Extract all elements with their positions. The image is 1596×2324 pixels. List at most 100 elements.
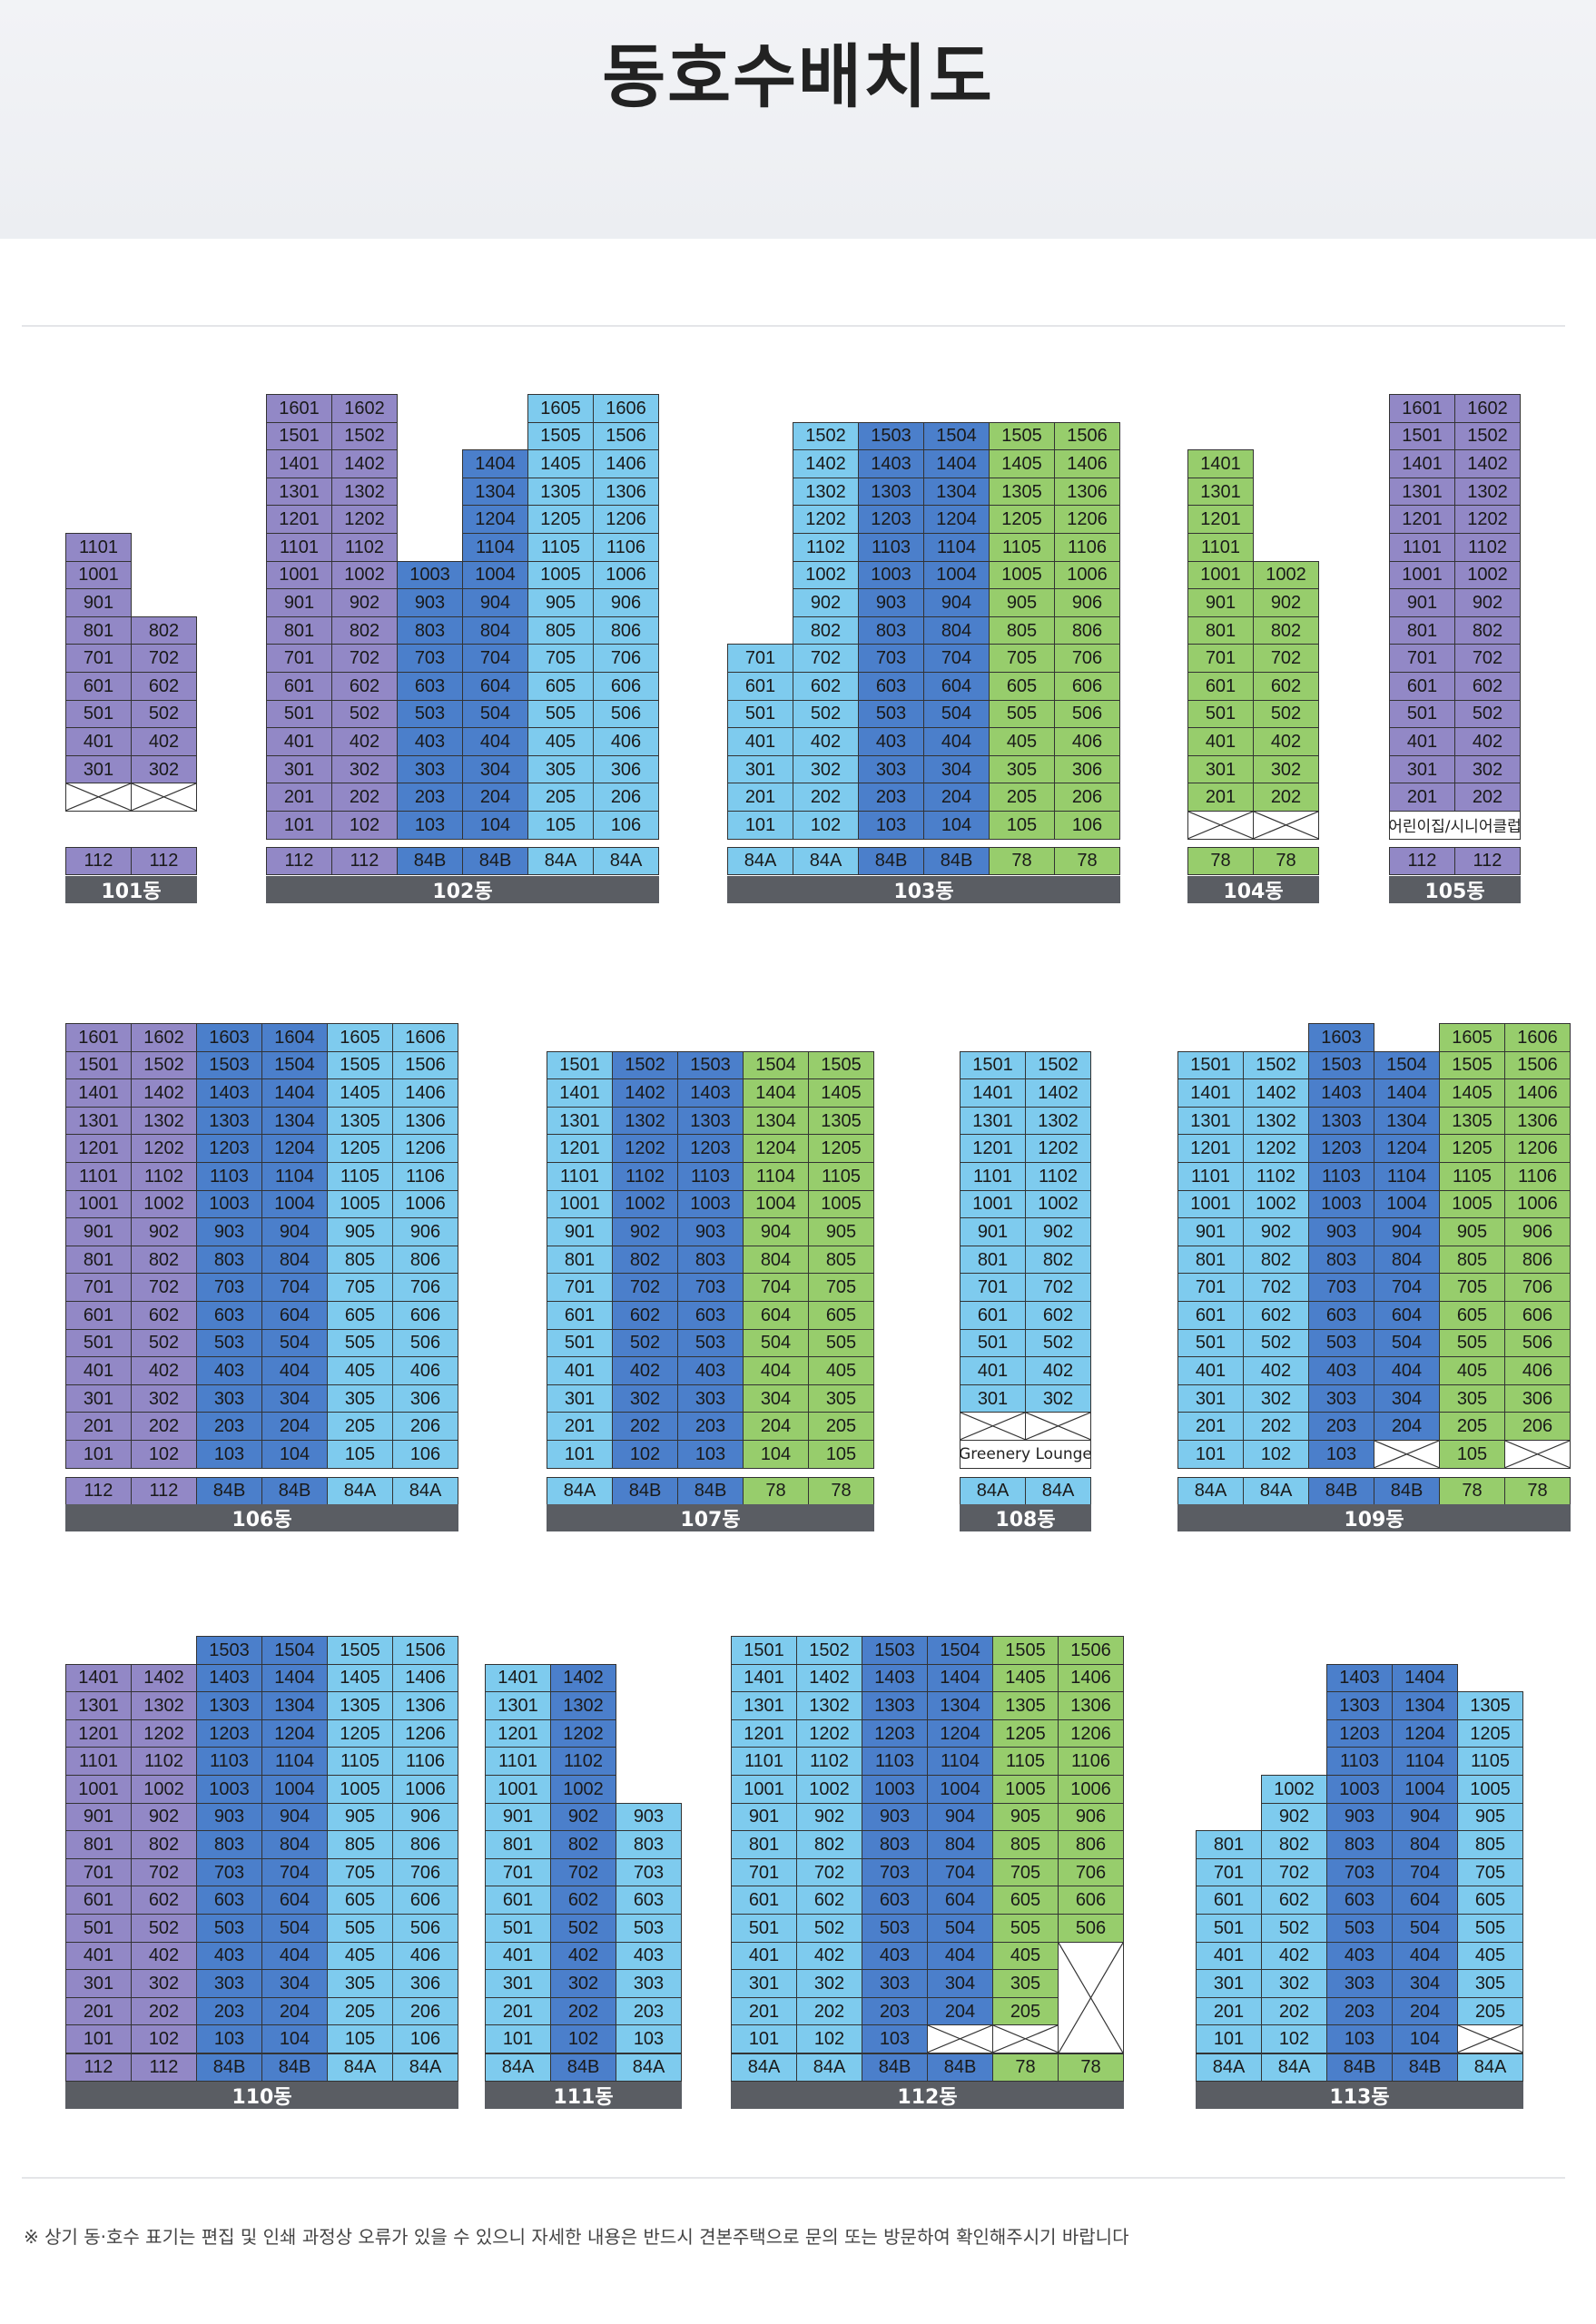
unit-cell: 501 xyxy=(1389,699,1455,729)
unit-cell: 1602 xyxy=(1454,394,1521,423)
bottom-divider xyxy=(22,2177,1565,2179)
unit-type-tag: 112 xyxy=(131,2053,197,2082)
unit-cell: 303 xyxy=(1308,1384,1374,1413)
unit-cell: 802 xyxy=(1261,1830,1327,1859)
unit-cell: 1603 xyxy=(1308,1023,1374,1052)
unit-cell: 1202 xyxy=(1025,1134,1091,1163)
unit-cell: 101 xyxy=(727,811,793,840)
unit-cell: 103 xyxy=(196,2024,262,2053)
unit-cell: 1205 xyxy=(327,1718,393,1748)
unit-cell: 301 xyxy=(1187,754,1254,784)
unit-cell: 902 xyxy=(1261,1802,1327,1832)
unit-cell: 501 xyxy=(65,1914,132,1943)
unit-cell: 301 xyxy=(547,1384,613,1413)
unit-cell: 106 xyxy=(392,1440,458,1469)
unit-cell: 1003 xyxy=(677,1189,744,1219)
unit-cell: 601 xyxy=(266,672,332,701)
unit-cell: 903 xyxy=(196,1802,262,1832)
unit-cell: 1004 xyxy=(1392,1775,1458,1804)
unit-type-tag: 84B xyxy=(677,1477,744,1505)
unit-cell: 1406 xyxy=(1058,1663,1124,1693)
unit-cell: 1101 xyxy=(547,1162,613,1191)
unit-cell: 802 xyxy=(131,1245,197,1275)
unit-cell: 705 xyxy=(992,1857,1059,1887)
unit-cell: 305 xyxy=(989,754,1055,784)
unit-cell: 706 xyxy=(593,644,659,673)
unit-cell: 101 xyxy=(731,2024,797,2053)
unit-cell: 1202 xyxy=(796,1718,862,1748)
unit-cell: 1403 xyxy=(1308,1078,1374,1108)
unit-type-tag: 84B xyxy=(196,1477,262,1505)
unit-cell: 1003 xyxy=(862,1775,928,1804)
unit-cell: 303 xyxy=(858,754,924,784)
unit-cell: 1105 xyxy=(527,533,594,562)
unit-cell: 403 xyxy=(1326,1941,1393,1971)
unit-cell: 303 xyxy=(397,754,463,784)
unit-cell: 403 xyxy=(862,1941,928,1971)
unit-cell: 501 xyxy=(727,699,793,729)
void-cell xyxy=(992,2024,1059,2053)
void-cell xyxy=(1187,811,1254,840)
unit-cell: 703 xyxy=(858,644,924,673)
unit-cell: 1503 xyxy=(196,1050,262,1080)
unit-cell: 705 xyxy=(808,1273,874,1302)
unit-cell: 905 xyxy=(989,588,1055,617)
unit-cell: 705 xyxy=(1457,1857,1523,1887)
unit-cell: 1602 xyxy=(131,1023,197,1052)
unit-cell: 403 xyxy=(677,1356,744,1385)
unit-cell: 1501 xyxy=(1177,1050,1244,1080)
unit-cell: 901 xyxy=(485,1802,551,1832)
unit-cell: 401 xyxy=(266,727,332,756)
unit-cell: 501 xyxy=(485,1914,551,1943)
unit-cell: 203 xyxy=(862,1996,928,2026)
unit-cell: 1506 xyxy=(1054,421,1120,451)
unit-cell: 1303 xyxy=(862,1691,928,1720)
unit-cell: 705 xyxy=(1439,1273,1505,1302)
unit-cell: 103 xyxy=(677,1440,744,1469)
unit-cell: 202 xyxy=(793,783,859,812)
unit-cell: 503 xyxy=(196,1914,262,1943)
unit-cell: 1004 xyxy=(261,1189,328,1219)
unit-cell: 1501 xyxy=(547,1050,613,1080)
unit-cell: 106 xyxy=(593,811,659,840)
unit-cell: 1601 xyxy=(266,394,332,423)
unit-cell: 1301 xyxy=(960,1106,1026,1136)
unit-cell: 904 xyxy=(462,588,528,617)
unit-cell: 905 xyxy=(327,1217,393,1246)
unit-cell: 802 xyxy=(331,615,398,645)
unit-cell: 204 xyxy=(261,1996,328,2026)
unit-cell: 301 xyxy=(65,1969,132,1998)
unit-cell: 804 xyxy=(1374,1245,1440,1275)
unit-cell: 402 xyxy=(131,1941,197,1971)
unit-cell: 502 xyxy=(131,699,197,729)
unit-cell: 405 xyxy=(327,1356,393,1385)
unit-cell: 501 xyxy=(65,699,132,729)
unit-cell: 202 xyxy=(1454,783,1521,812)
unit-cell: 505 xyxy=(327,1328,393,1358)
unit-cell: 704 xyxy=(1392,1857,1458,1887)
unit-cell: 1101 xyxy=(266,533,332,562)
unit-type-tag: 78 xyxy=(808,1477,874,1505)
unit-cell: 804 xyxy=(1392,1830,1458,1859)
unit-cell: 1005 xyxy=(327,1775,393,1804)
unit-cell: 301 xyxy=(266,754,332,784)
unit-cell: 1401 xyxy=(1177,1078,1244,1108)
unit-cell: 202 xyxy=(1243,1412,1309,1441)
unit-cell: 202 xyxy=(331,783,398,812)
unit-type-tag: 112 xyxy=(131,1477,197,1505)
unit-cell: 205 xyxy=(1457,1996,1523,2026)
unit-cell: 506 xyxy=(1504,1328,1571,1358)
unit-cell: 705 xyxy=(327,1273,393,1302)
unit-cell: 1304 xyxy=(927,1691,993,1720)
unit-cell: 1005 xyxy=(327,1189,393,1219)
unit-cell: 202 xyxy=(1253,783,1319,812)
unit-cell: 201 xyxy=(1196,1996,1262,2026)
unit-cell: 605 xyxy=(808,1301,874,1330)
unit-cell: 1506 xyxy=(1058,1636,1124,1665)
unit-cell: 1101 xyxy=(1187,533,1254,562)
unit-cell: 401 xyxy=(547,1356,613,1385)
unit-cell: 1505 xyxy=(992,1636,1059,1665)
unit-cell: 1504 xyxy=(1374,1050,1440,1080)
unit-cell: 1103 xyxy=(677,1162,744,1191)
unit-cell: 302 xyxy=(1454,754,1521,784)
